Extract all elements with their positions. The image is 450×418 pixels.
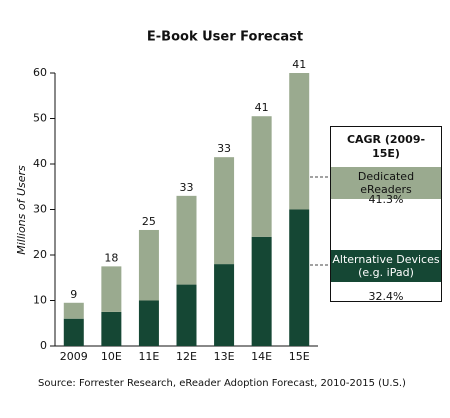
bar-segment <box>289 209 310 346</box>
bar-label: 25 <box>142 215 156 228</box>
legend: CAGR (2009-15E) Dedicated eReaders 41.3% A… <box>330 126 442 303</box>
y-tick-label: 50 <box>33 112 47 125</box>
bar-segment <box>101 266 122 312</box>
x-tick-label: 10E <box>101 350 122 363</box>
x-tick-label: 15E <box>289 350 310 363</box>
bar-segment <box>138 300 159 346</box>
bar-segment <box>176 195 197 285</box>
x-tick-label: 2009 <box>60 350 88 363</box>
bar-label: 33 <box>180 181 194 194</box>
bar-segment <box>63 302 84 319</box>
y-tick-label: 60 <box>33 66 47 79</box>
bar-label: 41 <box>255 101 269 114</box>
y-tick-label: 40 <box>33 157 47 170</box>
bar-segment <box>101 311 122 346</box>
bar-segment <box>214 157 235 265</box>
y-tick-label: 0 <box>40 339 47 352</box>
x-tick-label: 13E <box>214 350 235 363</box>
y-tick-label: 20 <box>33 248 47 261</box>
cagr-value: 41.3% <box>368 193 404 206</box>
bar-label: 41 <box>292 58 306 71</box>
bar-segment <box>63 318 84 346</box>
legend-entry: Alternative Devices (e.g. iPad) <box>331 250 441 282</box>
legend-title: CAGR (2009-15E) <box>331 133 441 161</box>
bar-segment <box>289 73 310 210</box>
legend-entry: Dedicated eReaders <box>331 167 441 199</box>
y-tick-label: 30 <box>33 203 47 216</box>
chart-title: E-Book User Forecast <box>147 30 303 45</box>
bar-segment <box>176 284 197 346</box>
x-tick-label: 14E <box>251 350 272 363</box>
cagr-value: 32.4% <box>368 290 404 303</box>
bar-segment <box>214 264 235 346</box>
bar-segment <box>251 116 272 237</box>
bar-segment <box>251 236 272 346</box>
bar-label: 33 <box>217 142 231 155</box>
x-tick-label: 12E <box>176 350 197 363</box>
y-tick-label: 10 <box>33 294 47 307</box>
y-axis-label: Millions of Users <box>15 165 28 255</box>
source: Source: Forrester Research, eReader Adop… <box>38 378 406 389</box>
bar-label: 9 <box>70 288 77 301</box>
x-tick-label: 11E <box>138 350 159 363</box>
legend-title-text: CAGR (2009-15E) <box>346 133 426 160</box>
bar-segment <box>138 229 159 301</box>
bar-label: 18 <box>104 251 118 264</box>
